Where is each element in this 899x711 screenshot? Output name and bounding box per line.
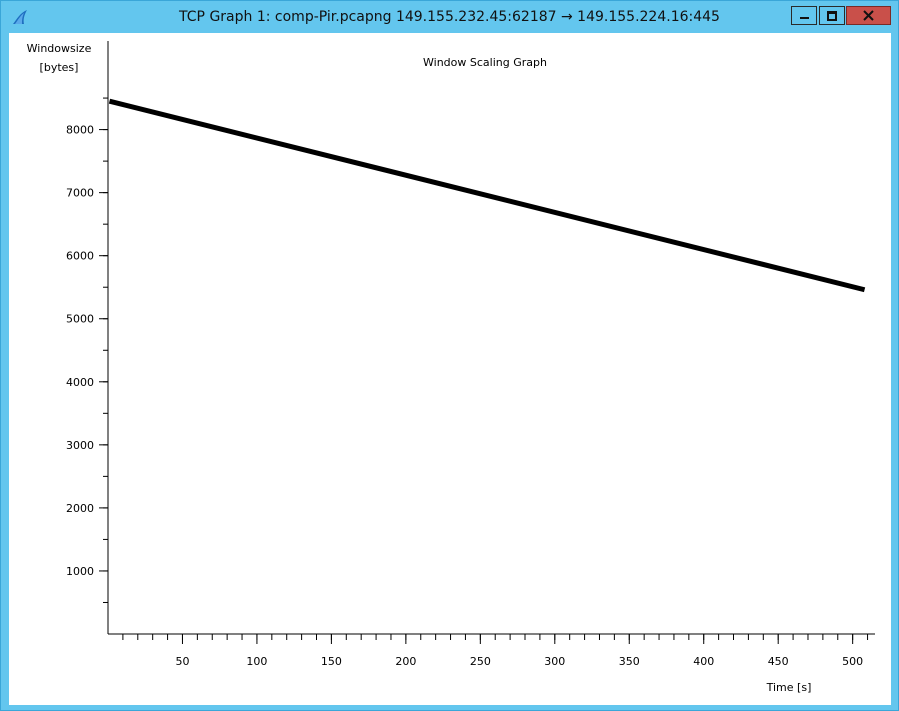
y-tick-label: 1000 bbox=[66, 565, 94, 578]
x-tick-label: 300 bbox=[544, 655, 565, 668]
x-axis-label: Time [s] bbox=[766, 681, 812, 694]
graph-area[interactable]: Window Scaling Graph Windowsize [bytes] … bbox=[9, 33, 891, 705]
close-button[interactable] bbox=[846, 6, 891, 25]
x-tick-label: 400 bbox=[693, 655, 714, 668]
window-title: TCP Graph 1: comp-Pir.pcapng 149.155.232… bbox=[179, 9, 720, 25]
x-tick-label: 200 bbox=[395, 655, 416, 668]
wireshark-fin-icon bbox=[13, 10, 27, 24]
series-line bbox=[108, 98, 866, 293]
chart-title: Window Scaling Graph bbox=[423, 56, 547, 69]
y-tick-label: 7000 bbox=[66, 187, 94, 200]
close-icon bbox=[863, 10, 874, 21]
x-tick-label: 100 bbox=[246, 655, 267, 668]
x-tick-label: 150 bbox=[321, 655, 342, 668]
y-tick-label: 3000 bbox=[66, 439, 94, 452]
y-axis-label-line2: [bytes] bbox=[40, 61, 79, 74]
maximize-button[interactable] bbox=[819, 6, 845, 25]
y-tick-label: 8000 bbox=[66, 124, 94, 137]
minimize-button[interactable] bbox=[791, 6, 817, 25]
title-bar[interactable]: TCP Graph 1: comp-Pir.pcapng 149.155.232… bbox=[1, 1, 898, 33]
y-tick-label: 6000 bbox=[66, 250, 94, 263]
x-tick-label: 500 bbox=[842, 655, 863, 668]
y-tick-label: 2000 bbox=[66, 502, 94, 515]
x-tick-label: 450 bbox=[768, 655, 789, 668]
y-axis-label-line1: Windowsize bbox=[27, 42, 92, 55]
window-scaling-chart[interactable]: Window Scaling Graph Windowsize [bytes] … bbox=[9, 33, 891, 705]
y-tick-label: 5000 bbox=[66, 313, 94, 326]
x-tick-label: 350 bbox=[619, 655, 640, 668]
x-tick-label: 250 bbox=[470, 655, 491, 668]
x-tick-label: 50 bbox=[175, 655, 189, 668]
y-tick-label: 4000 bbox=[66, 376, 94, 389]
